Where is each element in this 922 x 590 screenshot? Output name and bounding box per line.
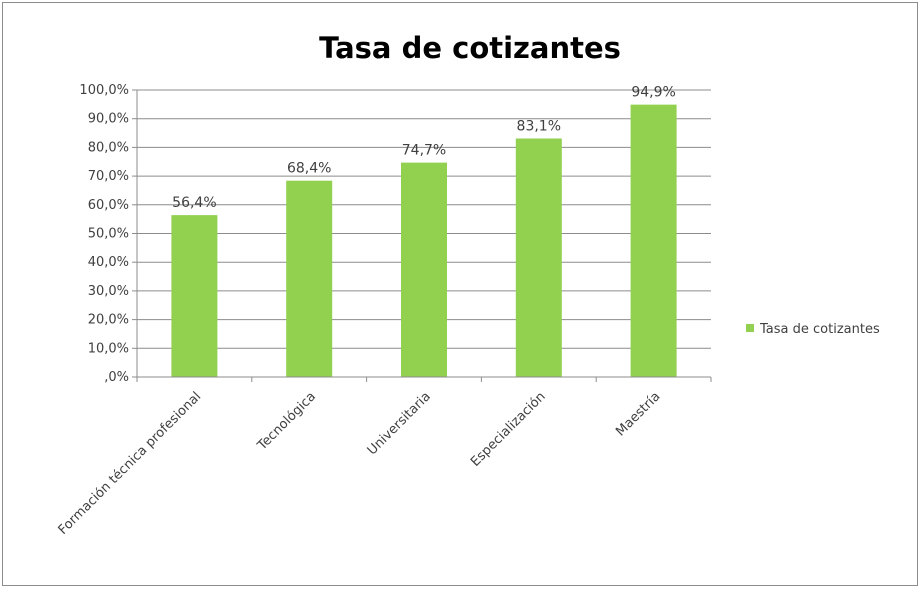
x-tick-label: Especialización [468,389,549,470]
x-tick-label: Maestría [613,389,663,439]
legend-swatch [746,324,754,332]
y-tick-label: 60,0% [88,198,129,213]
x-tick-label: Universitaria [365,389,434,458]
y-tick-label: 100,0% [79,83,129,98]
data-label: 74,7% [402,143,446,159]
x-axis: Formación técnica profesional Tecnológica… [56,376,712,538]
y-tick-label: 20,0% [88,313,129,328]
gridlines [137,89,711,349]
bar [401,162,447,377]
bar [630,104,677,378]
bar [171,215,218,377]
data-label: 83,1% [517,119,561,135]
bar [515,138,562,377]
y-tick-label: 40,0% [88,255,129,270]
chart-title: Tasa de cotizantes [319,31,621,65]
y-tick-label: 50,0% [88,227,129,242]
y-tick-label: 30,0% [88,284,129,299]
y-tick-label: ,0% [104,370,129,385]
x-tick-label: Tecnológica [254,389,319,454]
y-axis: ,0% 10,0% 20,0% 30,0% 40,0% 50,0% 60,0% 70,0% 80… [79,83,138,385]
bars [171,104,677,378]
data-label: 68,4% [287,161,331,177]
data-labels: 56,4% 68,4% 74,7% 83,1% 94,9% [172,85,676,211]
y-tick-label: 10,0% [88,341,129,356]
data-label: 94,9% [631,85,675,101]
y-tick-label: 80,0% [88,140,129,155]
legend-label: Tasa de cotizantes [759,322,880,337]
legend: Tasa de cotizantes [746,322,880,337]
y-tick-label: 70,0% [88,169,129,184]
x-tick-label: Formación técnica profesional [56,389,205,538]
y-tick-label: 90,0% [88,112,129,127]
bar [286,180,333,377]
data-label: 56,4% [172,195,216,211]
